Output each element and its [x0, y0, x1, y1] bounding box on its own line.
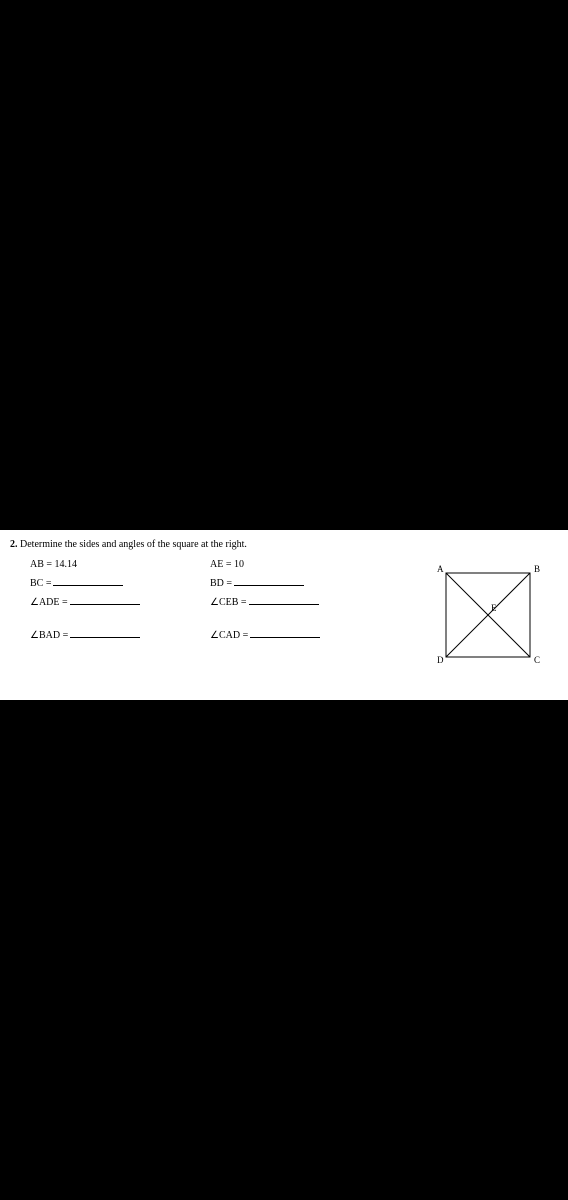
label-CEB: ∠CEB = [210, 597, 247, 608]
val-BC: BC = [30, 576, 190, 589]
vertex-D: D [437, 655, 444, 665]
vertex-B: B [534, 564, 540, 574]
vertex-C: C [534, 655, 540, 665]
vertex-E: E [491, 603, 497, 613]
worksheet-panel: 2. Determine the sides and angles of the… [0, 530, 568, 700]
label-ADE: ∠ADE = [30, 597, 68, 608]
val-ADE: ∠ADE = [30, 595, 190, 608]
val-BAD: ∠BAD = [30, 628, 190, 641]
problem-text: Determine the sides and angles of the sq… [20, 539, 247, 550]
val-CAD: ∠CAD = [210, 628, 370, 641]
row-ab-ae: AB = 14.14 AE = 10 [10, 559, 418, 570]
label-BD: BD = [210, 578, 232, 589]
val-AE: AE = 10 [210, 559, 370, 570]
blank-CAD[interactable] [250, 628, 320, 638]
label-CAD: ∠CAD = [210, 630, 248, 641]
row-bc-bd: BC = BD = [10, 576, 418, 589]
val-AB: AB = 14.14 [30, 559, 190, 570]
label-BAD: ∠BAD = [30, 630, 68, 641]
val-BD: BD = [210, 576, 370, 589]
values-column: AB = 14.14 AE = 10 BC = BD = ∠ADE = ∠CEB… [10, 559, 418, 679]
vertex-A: A [437, 564, 444, 574]
content-layout: AB = 14.14 AE = 10 BC = BD = ∠ADE = ∠CEB… [10, 559, 558, 679]
blank-BC[interactable] [53, 576, 123, 586]
blank-ADE[interactable] [70, 595, 140, 605]
val-CEB: ∠CEB = [210, 595, 370, 608]
blank-BD[interactable] [234, 576, 304, 586]
blank-BAD[interactable] [70, 628, 140, 638]
row-spacer [10, 614, 418, 628]
row-ade-ceb: ∠ADE = ∠CEB = [10, 595, 418, 608]
problem-prompt: 2. Determine the sides and angles of the… [10, 538, 558, 551]
problem-number: 2. [10, 539, 18, 550]
blank-CEB[interactable] [249, 595, 319, 605]
label-BC: BC = [30, 578, 51, 589]
square-diagram: A B C D E [428, 559, 558, 679]
diagram-column: A B C D E [428, 559, 558, 679]
row-bad-cad: ∠BAD = ∠CAD = [10, 628, 418, 641]
